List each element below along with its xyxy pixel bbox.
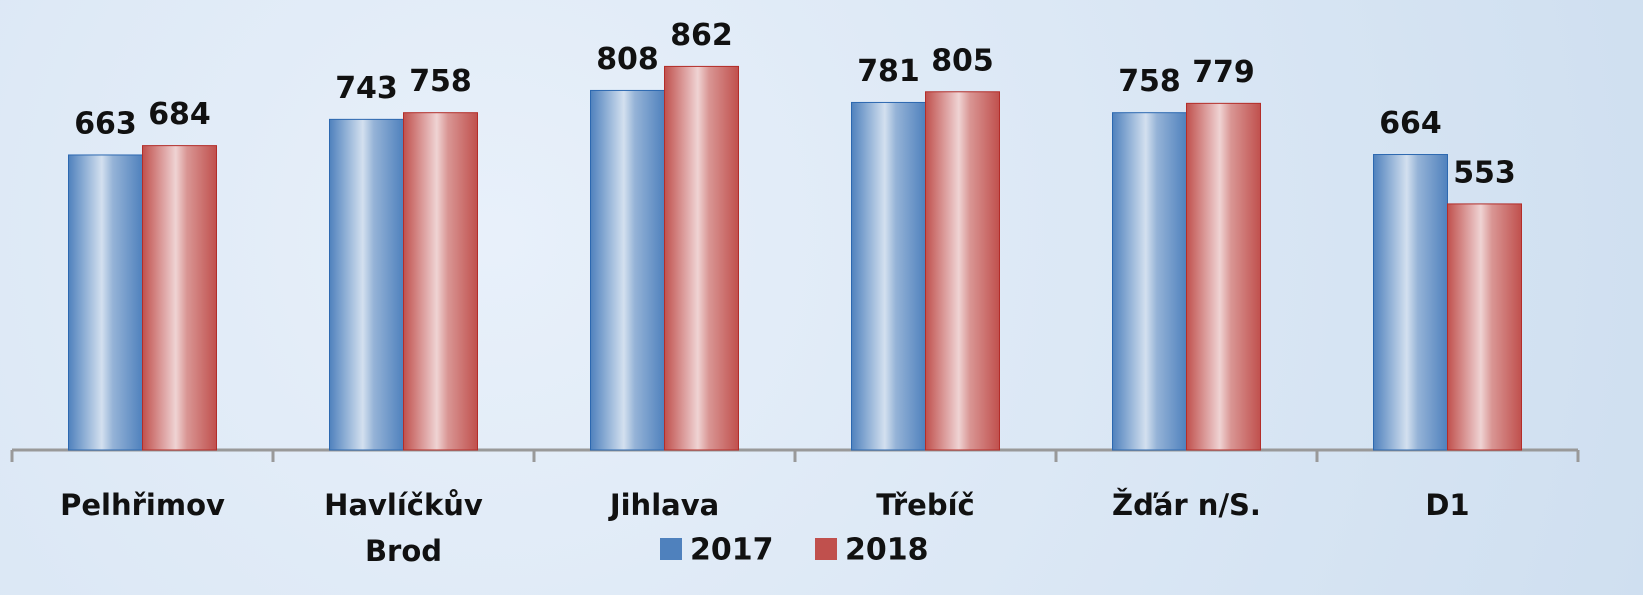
bar [1447, 203, 1522, 451]
bar [664, 65, 739, 451]
value-label: 805 [931, 43, 994, 78]
x-tick-label: Havlíčkův Brod [324, 488, 483, 568]
legend-swatch [660, 538, 682, 560]
x-tick-label: Třebíč [876, 488, 975, 522]
value-label: 684 [148, 97, 211, 132]
value-label: 781 [857, 54, 920, 89]
value-label: 779 [1192, 55, 1255, 90]
bar [590, 89, 665, 451]
bar [925, 91, 1000, 451]
value-label: 553 [1453, 155, 1516, 190]
value-label: 758 [409, 64, 472, 99]
value-label: 862 [670, 18, 733, 53]
x-tick-label: D1 [1425, 488, 1470, 522]
value-label: 743 [335, 71, 398, 106]
bar [68, 154, 143, 451]
value-label: 758 [1118, 64, 1181, 99]
bar [142, 145, 217, 451]
legend-label: 2018 [845, 533, 929, 568]
value-label: 664 [1379, 106, 1442, 141]
bar [329, 118, 404, 451]
bar [1112, 112, 1187, 451]
legend-swatch [815, 538, 837, 560]
bar [1373, 154, 1448, 451]
bar [1186, 102, 1261, 451]
x-tick-label: Jihlava [609, 488, 720, 522]
x-tick-label: Žďár n/S. [1112, 488, 1261, 522]
legend-label: 2017 [690, 533, 774, 568]
value-label: 663 [74, 106, 137, 141]
bar [403, 112, 478, 451]
bar [851, 101, 926, 451]
x-tick-label: Pelhřimov [60, 488, 225, 522]
value-label: 808 [596, 42, 659, 77]
